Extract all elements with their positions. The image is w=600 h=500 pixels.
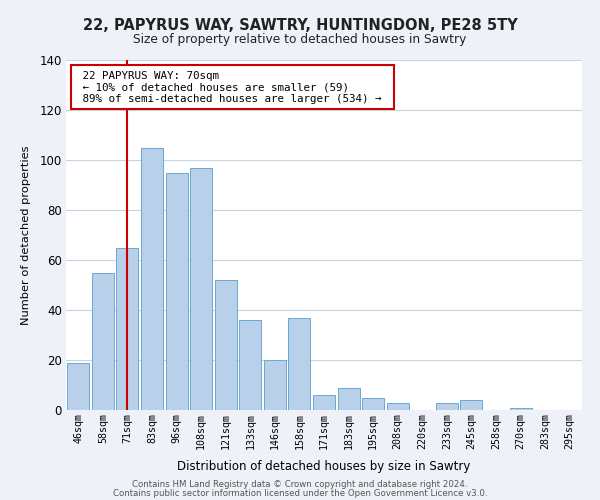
Bar (436, 402, 458, 410)
Bar (215, 280, 237, 410)
Bar (264, 360, 286, 410)
Bar (460, 400, 482, 410)
Text: Contains HM Land Registry data © Crown copyright and database right 2024.: Contains HM Land Registry data © Crown c… (132, 480, 468, 489)
Y-axis label: Number of detached properties: Number of detached properties (21, 145, 31, 325)
Bar (239, 320, 262, 410)
Text: 22 PAPYRUS WAY: 70sqm
 ← 10% of detached houses are smaller (59)
 89% of semi-de: 22 PAPYRUS WAY: 70sqm ← 10% of detached … (76, 70, 388, 104)
Text: Contains public sector information licensed under the Open Government Licence v3: Contains public sector information licen… (113, 488, 487, 498)
Bar (362, 398, 384, 410)
Bar (116, 248, 139, 410)
Bar (338, 388, 359, 410)
Text: Size of property relative to detached houses in Sawtry: Size of property relative to detached ho… (133, 32, 467, 46)
Bar (166, 172, 188, 410)
Bar (141, 148, 163, 410)
Bar (92, 272, 114, 410)
Text: 22, PAPYRUS WAY, SAWTRY, HUNTINGDON, PE28 5TY: 22, PAPYRUS WAY, SAWTRY, HUNTINGDON, PE2… (83, 18, 517, 32)
Bar (289, 318, 310, 410)
Bar (509, 408, 532, 410)
Bar (386, 402, 409, 410)
X-axis label: Distribution of detached houses by size in Sawtry: Distribution of detached houses by size … (178, 460, 470, 473)
Bar (190, 168, 212, 410)
Bar (67, 362, 89, 410)
Bar (313, 395, 335, 410)
